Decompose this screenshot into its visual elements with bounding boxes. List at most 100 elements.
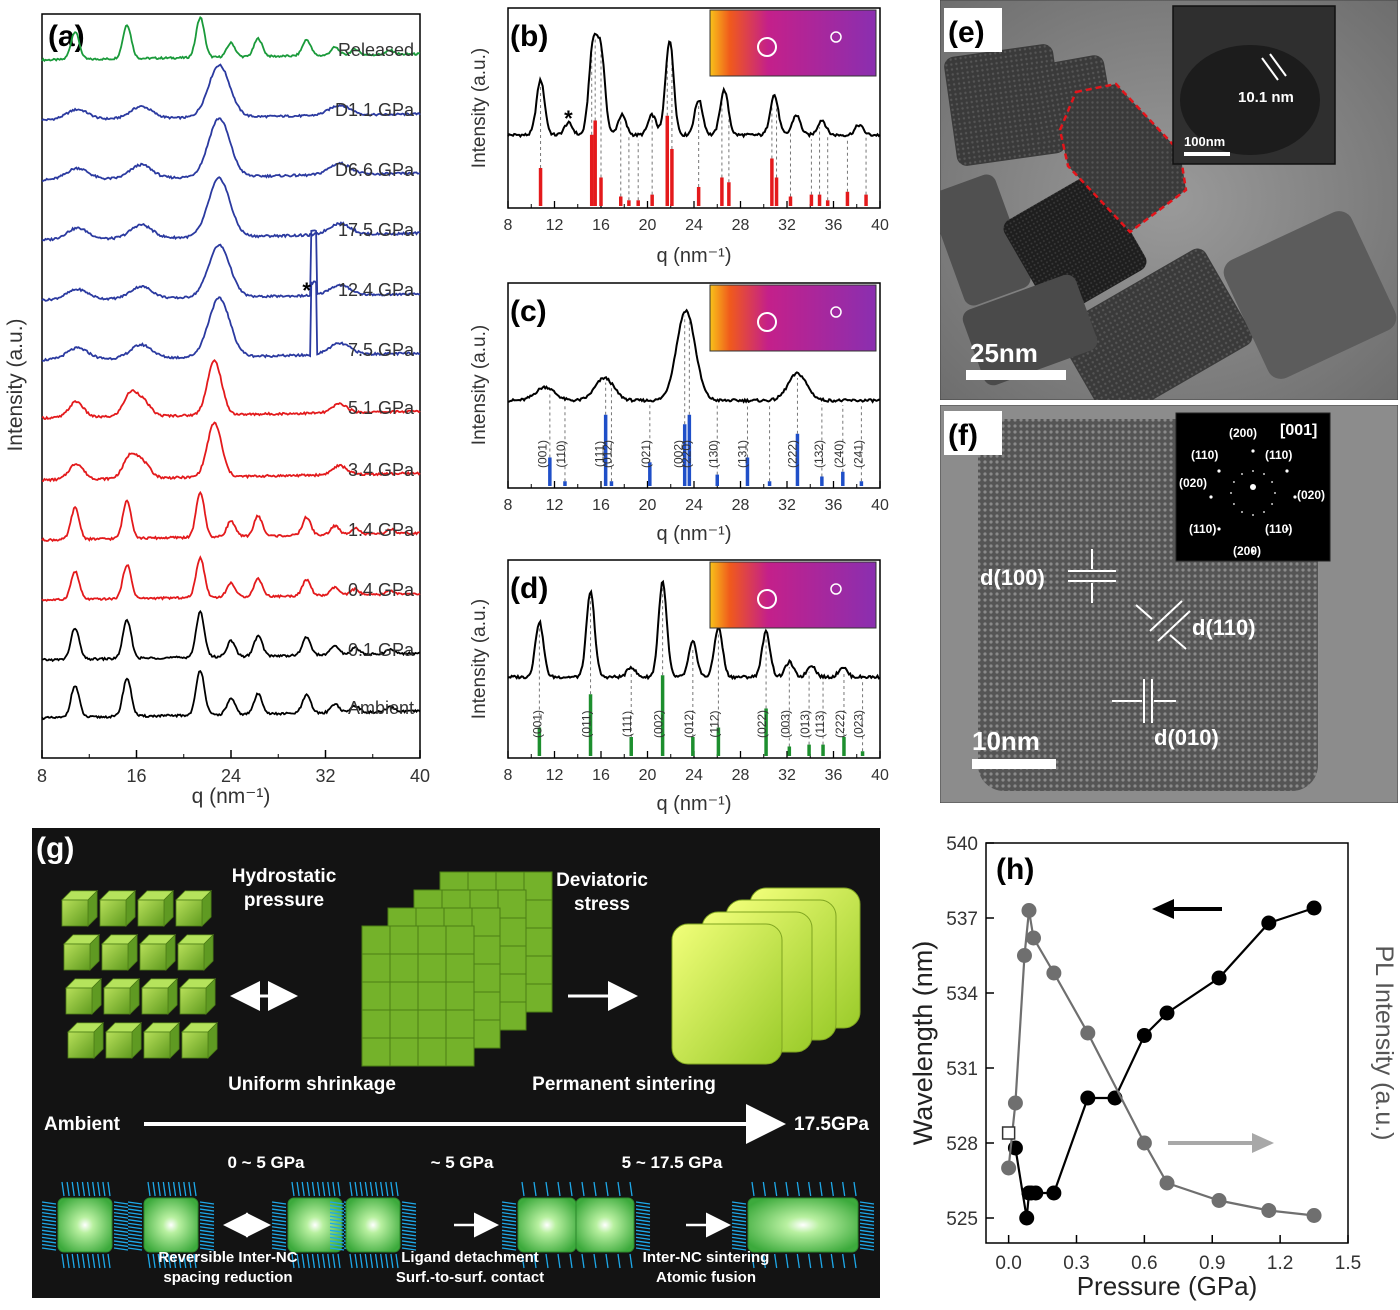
packed-cube: [417, 1037, 447, 1067]
ligand: [113, 1219, 129, 1223]
ligand: [76, 1181, 80, 1197]
hkl-label: (222): [833, 710, 847, 738]
series-line-d6-6-gpa: [41, 117, 421, 182]
ligand: [401, 1211, 417, 1216]
ligand: [731, 1208, 747, 1212]
ligand: [581, 1253, 585, 1269]
ligand: [301, 1181, 305, 1197]
packed-cube: [497, 917, 527, 947]
ligand: [401, 1233, 417, 1237]
y-tick-label: 531: [946, 1059, 978, 1080]
ligand: [152, 1253, 156, 1269]
ligand: [581, 1181, 585, 1197]
wavelength-point: [1136, 1028, 1152, 1043]
fft-spot: [1232, 481, 1235, 483]
ligand: [501, 1222, 517, 1226]
ligand: [41, 1222, 57, 1226]
ligand: [172, 1253, 177, 1269]
ligand: [501, 1247, 517, 1251]
fft-spot: [1252, 514, 1254, 516]
ligand: [605, 1253, 609, 1269]
fft-spot: [1293, 495, 1297, 499]
ligand: [395, 1181, 399, 1197]
xrd-curve: [507, 32, 881, 139]
ligand: [291, 1181, 295, 1197]
ligand: [731, 1247, 747, 1251]
ligand: [731, 1211, 747, 1216]
ligand: [329, 1226, 345, 1230]
ligand: [853, 1253, 857, 1269]
ligand: [327, 1181, 331, 1197]
peak-annotation: *: [564, 106, 573, 131]
ligand: [92, 1181, 96, 1197]
ligand: [271, 1208, 287, 1212]
ligand: [61, 1253, 65, 1269]
ligand: [751, 1181, 755, 1197]
ligand: [374, 1181, 379, 1197]
ligand: [501, 1219, 517, 1223]
x-tick-label: 24: [685, 767, 703, 784]
open-square-marker: [1001, 1126, 1016, 1140]
ligand: [533, 1253, 537, 1269]
fft-spot: [1217, 527, 1221, 531]
ligand: [401, 1226, 417, 1230]
range2-label: ~ 5 GPa: [431, 1153, 494, 1172]
x-tick-label: 40: [410, 766, 430, 786]
series-line-wavelength: [1014, 906, 1315, 1219]
series-line-17-5-gpa: [41, 176, 421, 242]
hkl-label: (130): [706, 440, 720, 468]
ligand: [859, 1226, 875, 1230]
panel-label-e: (e): [948, 16, 985, 49]
y-axis-label: Intensity (a.u.): [469, 325, 490, 445]
panel-e-tem: 10.1 nm 100nm (e) 25nm: [929, 0, 1399, 422]
ligand: [853, 1181, 857, 1197]
ligand: [296, 1181, 300, 1197]
y2-axis-label: PL Intensity (a.u.): [1370, 946, 1398, 1141]
ligand: [401, 1204, 417, 1209]
ligand: [147, 1181, 151, 1197]
hkl-label: (021): [639, 440, 653, 468]
fft-spot-label: (110): [1265, 448, 1292, 462]
x-tick-label: 16: [592, 497, 610, 514]
series-line-3-4-gpa: [41, 421, 421, 483]
ligand: [380, 1253, 384, 1269]
ligand: [842, 1181, 846, 1197]
uniform-shrinkage-label: Uniform shrinkage: [228, 1074, 396, 1095]
d010-label: d(010): [1154, 725, 1219, 750]
ligand: [401, 1240, 417, 1244]
diffraction-inset: [709, 9, 877, 77]
y-axis-label: Intensity (a.u.): [469, 599, 490, 719]
ligand: [162, 1181, 166, 1197]
schematic: (g) Hydrostatic pressure Deviatoric stre…: [32, 828, 880, 1298]
hkl-label: (012): [682, 710, 696, 738]
scale-bar: [966, 370, 1066, 380]
ligand: [113, 1233, 129, 1237]
y-tick-label: 528: [946, 1134, 978, 1155]
wavelength-point: [1046, 1185, 1062, 1201]
ligand: [113, 1204, 129, 1209]
ligand: [354, 1181, 358, 1197]
ligand: [569, 1181, 573, 1197]
ligand: [617, 1181, 621, 1197]
x-tick-label: 20: [639, 767, 657, 784]
x-tick-label: 28: [732, 497, 750, 514]
x-axis-label: q (nm⁻¹): [192, 785, 271, 808]
ligand: [329, 1215, 345, 1219]
fft-spot-label: (110): [1191, 448, 1218, 462]
ligand: [731, 1201, 747, 1205]
ligand: [199, 1215, 215, 1219]
series-line-5-1-gpa: [41, 359, 421, 420]
panel-label-bg: [944, 411, 1002, 455]
ligand: [183, 1181, 187, 1197]
y-tick-label: 540: [946, 834, 978, 855]
ligand: [157, 1253, 161, 1269]
ligand: [332, 1181, 336, 1197]
fft-spot: [1217, 469, 1221, 473]
ligand: [152, 1181, 156, 1197]
ligand: [199, 1204, 215, 1209]
panel-h: (h) Wavelength (nm) PL Intensity (a.u.) …: [890, 825, 1400, 1305]
x-tick-label: 12: [546, 497, 564, 514]
ligand: [401, 1229, 417, 1233]
series-line-ambient: [41, 669, 421, 721]
fft-spot: [1271, 481, 1274, 483]
